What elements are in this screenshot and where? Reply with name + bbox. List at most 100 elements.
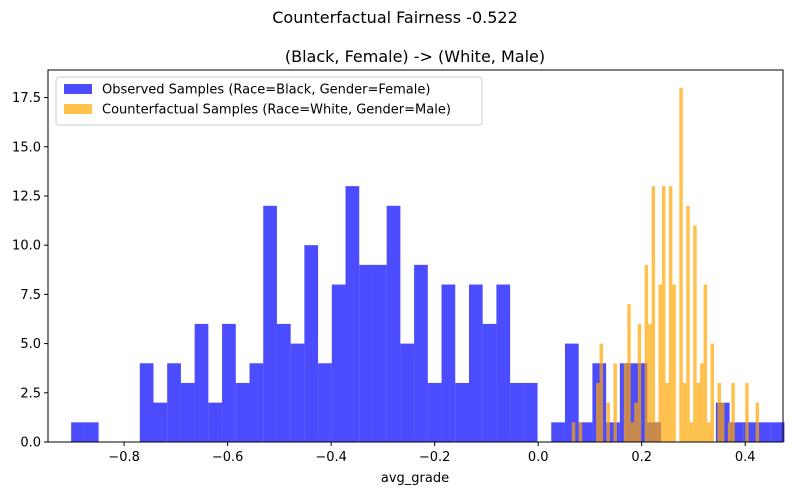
histogram-bar xyxy=(482,323,497,442)
histogram-bar xyxy=(496,284,511,442)
y-tick-label: 10.0 xyxy=(12,239,41,254)
histogram-bar xyxy=(455,382,469,442)
histogram-bar xyxy=(648,323,652,442)
histogram-bar xyxy=(468,284,483,442)
x-axis: −0.8 −0.6 −0.4 −0.2 0.0 0.2 0.4 xyxy=(108,442,756,465)
histogram-bar xyxy=(414,264,428,442)
x-tick-label: 0.0 xyxy=(528,450,549,465)
histogram-bar xyxy=(359,264,373,442)
histogram-bar xyxy=(679,87,683,442)
x-tick-label: 0.4 xyxy=(735,450,756,465)
histogram-bar xyxy=(84,422,99,442)
x-tick-label: 0.2 xyxy=(631,450,652,465)
histogram-bar xyxy=(523,382,538,442)
legend-label-observed: Observed Samples (Race=Black, Gender=Fem… xyxy=(102,83,430,98)
y-tick-label: 15.0 xyxy=(12,140,41,155)
series-1-bars xyxy=(571,87,760,442)
y-tick-label: 0.0 xyxy=(20,436,41,451)
histogram-bar xyxy=(276,323,291,442)
histogram-bar xyxy=(613,363,617,442)
histogram-bar xyxy=(510,382,524,442)
x-tick-label: −0.2 xyxy=(419,450,451,465)
histogram-bar xyxy=(263,205,277,442)
legend-frame xyxy=(55,76,483,126)
histogram-bar xyxy=(700,363,704,442)
y-tick-label: 12.5 xyxy=(12,189,41,204)
histogram-bar xyxy=(249,363,264,442)
histogram-bar xyxy=(717,382,721,442)
histogram-bar xyxy=(167,363,181,442)
x-axis-label: avg_grade xyxy=(381,471,449,486)
histogram-bar xyxy=(665,382,669,442)
histogram-bar xyxy=(153,402,168,442)
histogram-bar xyxy=(757,422,771,442)
histogram-bar xyxy=(672,284,676,442)
histogram-bar xyxy=(696,382,701,442)
histogram-bar xyxy=(623,363,628,442)
histogram-bar xyxy=(222,323,236,442)
histogram-bar xyxy=(290,343,305,442)
histogram-bar xyxy=(630,422,635,442)
y-tick-label: 5.0 xyxy=(20,337,41,352)
histogram-bar xyxy=(551,422,565,442)
histogram-bar xyxy=(710,343,715,442)
histogram-bar xyxy=(596,382,600,442)
series-0-bars xyxy=(71,186,785,442)
histogram-bar xyxy=(180,382,195,442)
histogram-bar xyxy=(655,422,659,442)
histogram-bar xyxy=(427,382,442,442)
histogram-bar xyxy=(703,284,708,442)
histogram-bar xyxy=(731,382,735,442)
histogram-bar xyxy=(637,323,642,442)
histogram-bar xyxy=(707,422,711,442)
histogram-bar xyxy=(686,205,690,442)
histogram-bar xyxy=(400,343,415,442)
histogram-bar xyxy=(727,422,732,442)
histogram-bar xyxy=(668,186,673,442)
y-tick-label: 2.5 xyxy=(20,386,41,401)
histogram-bar xyxy=(441,284,456,442)
histogram-bar xyxy=(627,304,631,442)
y-tick-label: 7.5 xyxy=(20,288,41,303)
histogram-bar xyxy=(770,422,785,442)
histogram-bar xyxy=(693,225,697,442)
histogram-bar xyxy=(71,422,85,442)
y-axis: 0.0 2.5 5.0 7.5 10.0 12.5 15.0 17.5 xyxy=(12,91,48,451)
histogram-bar xyxy=(345,186,360,442)
y-tick-label: 17.5 xyxy=(12,91,41,106)
histogram-bar xyxy=(606,402,610,442)
histogram-bar xyxy=(304,245,319,442)
histogram-bar xyxy=(578,422,583,442)
x-tick-label: −0.4 xyxy=(315,450,347,465)
bars-layer xyxy=(71,87,785,442)
histogram-bar xyxy=(318,363,332,442)
histogram-bar xyxy=(689,422,694,442)
histogram-bar xyxy=(658,284,662,442)
histogram-bar xyxy=(682,382,687,442)
plot-frame xyxy=(47,69,784,443)
histogram-bar xyxy=(386,205,401,442)
legend-swatch-counterfactual xyxy=(64,104,92,114)
histogram-bar xyxy=(235,382,250,442)
legend-label-counterfactual: Counterfactual Samples (Race=White, Gend… xyxy=(102,103,451,118)
histogram-bar xyxy=(651,186,656,442)
histogram-bar xyxy=(194,323,209,442)
legend-swatch-observed xyxy=(64,84,92,94)
histogram-bar xyxy=(208,402,223,442)
x-tick-label: −0.8 xyxy=(108,450,140,465)
histogram-bar xyxy=(564,343,579,442)
histogram-bar xyxy=(661,186,666,442)
histogram-bar xyxy=(372,264,387,442)
legend: Observed Samples (Race=Black, Gender=Fem… xyxy=(55,76,483,126)
figure-suptitle: Counterfactual Fairness -0.522 xyxy=(272,8,518,27)
histogram-bar xyxy=(634,402,638,442)
histogram-bar xyxy=(755,402,760,442)
histogram-bar xyxy=(139,363,154,442)
histogram-bar xyxy=(571,422,576,442)
histogram-bar xyxy=(331,284,346,442)
histogram-bar xyxy=(745,382,749,442)
histogram-bar xyxy=(599,343,604,442)
histogram-bar xyxy=(720,402,725,442)
